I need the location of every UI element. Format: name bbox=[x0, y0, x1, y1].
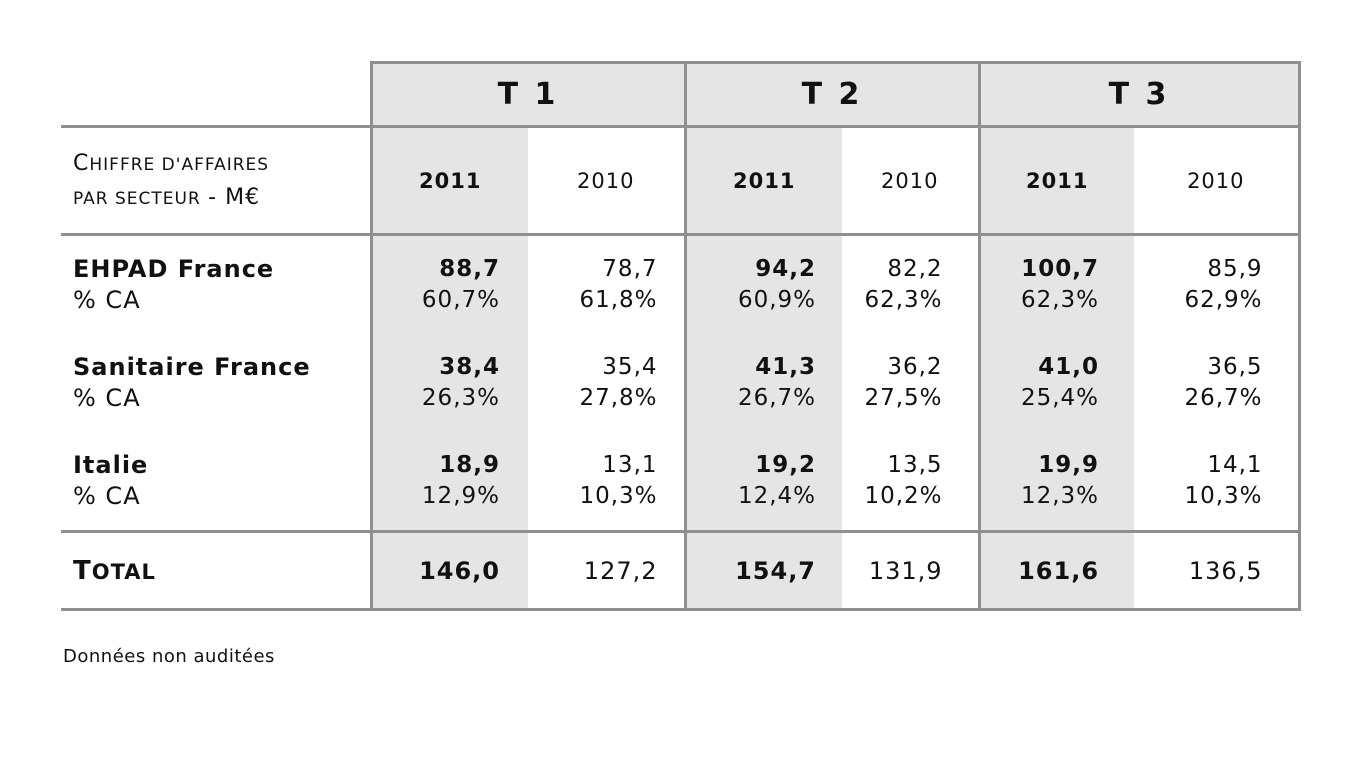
cell-2010-t1: 13,1 10,3% bbox=[579, 452, 658, 509]
quarter-header-t1: T 1 bbox=[369, 61, 686, 127]
cell-2010-t1: 35,4 27,8% bbox=[579, 354, 658, 411]
cell-2011-t3: 19,9 12,3% bbox=[977, 432, 1135, 532]
year-2011-t2: 2011 bbox=[683, 125, 843, 236]
year-2010-t1: 2010 bbox=[528, 125, 686, 236]
row-label: Italie % CA bbox=[73, 451, 149, 510]
table-row-italie: Italie % CA 18,9 12,9% 13,1 10,3% 19,2 12,4… bbox=[61, 432, 1301, 532]
total-2010-t3: 136,5 bbox=[1134, 530, 1301, 611]
total-2010-t2: 131,9 bbox=[842, 530, 980, 611]
year-header-row: CHIFFRE D'AFFAIRES PAR SECTEUR - M€ 2011… bbox=[61, 125, 1301, 236]
cell-2010-t2: 82,2 62,3% bbox=[864, 256, 943, 313]
year-2010-t2: 2010 bbox=[842, 125, 980, 236]
total-2011-t2: 154,7 bbox=[683, 530, 843, 611]
total-2011-t3: 161,6 bbox=[977, 530, 1135, 611]
quarter-header-t2: T 2 bbox=[683, 61, 980, 127]
year-2010-t3: 2010 bbox=[1134, 125, 1301, 236]
cell-2011-t2: 94,2 60,9% bbox=[683, 234, 843, 334]
header-blank-cell bbox=[61, 63, 371, 127]
revenue-table: T 1 T 2 T 3 CHIFFRE D'AFFAIRES PAR SECTE… bbox=[61, 61, 1301, 611]
cell-2011-t3: 100,7 62,3% bbox=[977, 234, 1135, 334]
quarter-header-t3: T 3 bbox=[977, 61, 1301, 127]
cell-2010-t2: 36,2 27,5% bbox=[864, 354, 943, 411]
table-row-total: TOTAL 146,0 127,2 154,7 131,9 161,6 136,… bbox=[61, 530, 1301, 611]
total-label: TOTAL bbox=[61, 530, 371, 611]
quarter-header-row: T 1 T 2 T 3 bbox=[61, 61, 1301, 127]
year-2011-t1: 2011 bbox=[369, 125, 528, 236]
cell-2010-t2: 13,5 10,2% bbox=[864, 452, 943, 509]
cell-2011-t2: 19,2 12,4% bbox=[683, 432, 843, 532]
cell-2010-t3: 14,1 10,3% bbox=[1134, 432, 1301, 532]
total-2011-t1: 146,0 bbox=[369, 530, 528, 611]
cell-2010-t1: 78,7 61,8% bbox=[579, 256, 658, 313]
table-row-sanitaire-france: Sanitaire France % CA 38,4 26,3% 35,4 27,8… bbox=[61, 334, 1301, 432]
cell-2011-t1: 88,7 60,7% bbox=[369, 234, 528, 334]
table-row-ehpad-france: EHPAD France % CA 88,7 60,7% 78,7 61,8% 94… bbox=[61, 234, 1301, 334]
year-2011-t3: 2011 bbox=[977, 125, 1135, 236]
cell-2011-t1: 38,4 26,3% bbox=[369, 334, 528, 432]
cell-2010-t3: 36,5 26,7% bbox=[1134, 334, 1301, 432]
total-2010-t1: 127,2 bbox=[528, 530, 686, 611]
row-label: Sanitaire France % CA bbox=[73, 353, 311, 412]
cell-2011-t1: 18,9 12,9% bbox=[369, 432, 528, 532]
table-subtitle: CHIFFRE D'AFFAIRES PAR SECTEUR - M€ bbox=[61, 125, 371, 236]
cell-2010-t3: 85,9 62,9% bbox=[1134, 234, 1301, 334]
row-label: EHPAD France % CA bbox=[73, 255, 275, 314]
cell-2011-t3: 41,0 25,4% bbox=[977, 334, 1135, 432]
cell-2011-t2: 41,3 26,7% bbox=[683, 334, 843, 432]
footnote: Données non auditées bbox=[63, 646, 275, 667]
